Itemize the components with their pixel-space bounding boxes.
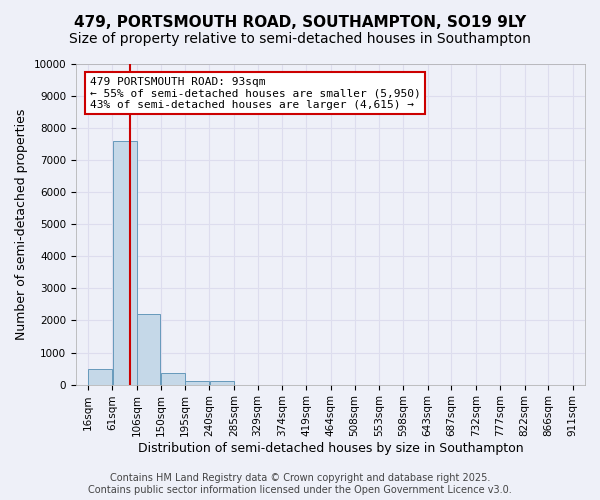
Text: Size of property relative to semi-detached houses in Southampton: Size of property relative to semi-detach… bbox=[69, 32, 531, 46]
Bar bbox=[209, 382, 233, 384]
Bar bbox=[113, 141, 137, 384]
Text: 479 PORTSMOUTH ROAD: 93sqm
← 55% of semi-detached houses are smaller (5,950)
43%: 479 PORTSMOUTH ROAD: 93sqm ← 55% of semi… bbox=[90, 77, 421, 110]
Bar bbox=[88, 368, 112, 384]
Bar bbox=[137, 314, 160, 384]
Text: 479, PORTSMOUTH ROAD, SOUTHAMPTON, SO19 9LY: 479, PORTSMOUTH ROAD, SOUTHAMPTON, SO19 … bbox=[74, 15, 526, 30]
Y-axis label: Number of semi-detached properties: Number of semi-detached properties bbox=[15, 108, 28, 340]
Text: Contains HM Land Registry data © Crown copyright and database right 2025.
Contai: Contains HM Land Registry data © Crown c… bbox=[88, 474, 512, 495]
Bar bbox=[161, 374, 185, 384]
Bar bbox=[185, 382, 209, 384]
X-axis label: Distribution of semi-detached houses by size in Southampton: Distribution of semi-detached houses by … bbox=[137, 442, 523, 455]
